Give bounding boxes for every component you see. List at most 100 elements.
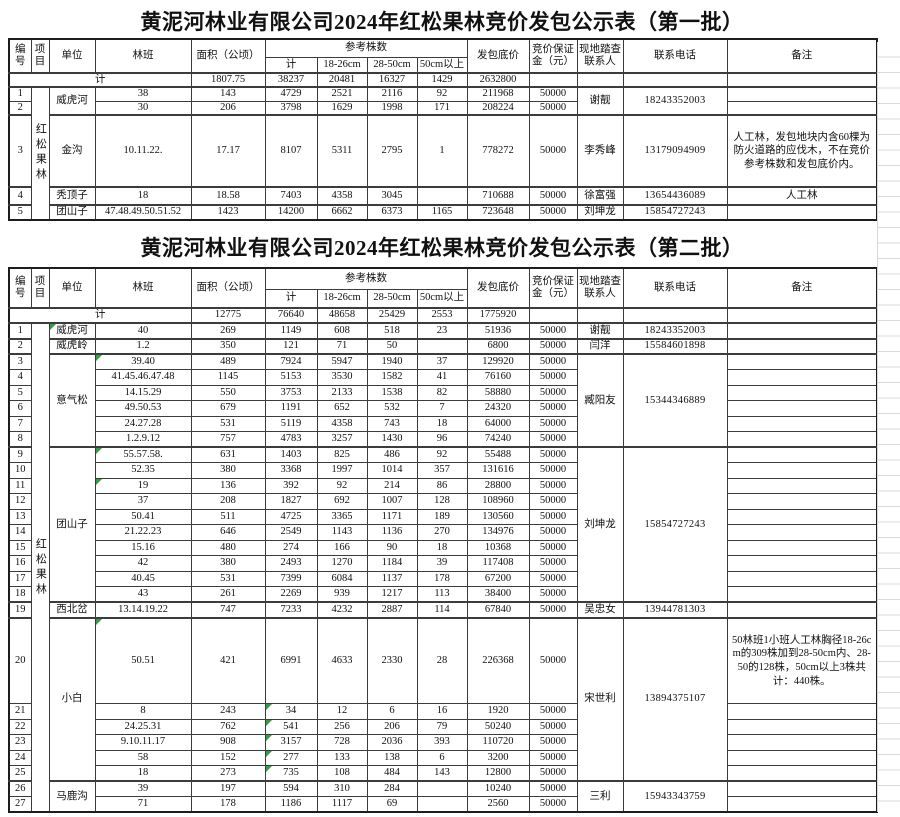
cell-base-price: 67840 (466, 601, 530, 619)
cell-count-18-26: 4358 (316, 186, 368, 206)
cell-count-18-26: 692 (316, 493, 368, 510)
cell-count-18-26: 728 (316, 734, 368, 751)
cell-count-28-50: 1137 (366, 570, 418, 588)
cell-count-18-26: 6084 (316, 570, 368, 588)
cell-no: 2 (8, 100, 32, 116)
cell-count-28-50: 1582 (366, 369, 418, 386)
cell-count-28-50: 214 (366, 477, 418, 495)
cell-count-28-50: 518 (366, 322, 418, 340)
cell-remark (726, 539, 878, 557)
cell-count-18-26: 939 (316, 586, 368, 603)
cell-no: 25 (8, 765, 32, 782)
cell-count-18-26: 108 (316, 765, 368, 782)
cell-forest-class: 21.22.23 (94, 524, 192, 541)
cell-area: 550 (190, 384, 266, 402)
header-remark: 备注 (726, 38, 878, 74)
cell-count-total: 5153 (264, 369, 318, 386)
cell-count-total: 14200 (264, 203, 318, 221)
cell-base-price: 710688 (466, 186, 530, 206)
cell-count-18-26: 4358 (316, 415, 368, 433)
cell-count-50plus: 96 (416, 431, 468, 448)
cell-forest-class: 71 (94, 796, 192, 813)
cell-phone: 13179094909 (622, 114, 728, 188)
cell-count-50plus: 18 (416, 539, 468, 557)
cell-area: 531 (190, 570, 266, 588)
cell-remark (726, 749, 878, 767)
cell-no: 7 (8, 415, 32, 433)
cell-remark (726, 493, 878, 510)
cell-count-50plus: 37 (416, 353, 468, 371)
cell-base-price: 778272 (466, 114, 530, 188)
cell-deposit: 50000 (528, 780, 578, 798)
cell-remark (726, 415, 878, 433)
cell-no: 9 (8, 446, 32, 464)
batch2-table: 编号 项目 单位 林班 面积（公顷） 参考株数 发包底价 竞价保证金（元） 现地踏查联系人 联系电… (8, 266, 878, 814)
cell-project: 红松果林 (30, 86, 50, 221)
header-ref-count-group: 参考株数 (264, 38, 468, 58)
cell-phone: 15584601898 (622, 337, 728, 355)
cell-base-price: 108960 (466, 493, 530, 510)
green-flag-icon (96, 619, 102, 625)
cell-forest-class: 1.2 (94, 337, 192, 355)
cell-count-18-26: 1997 (316, 462, 368, 479)
cell-base-price: 10240 (466, 780, 530, 798)
cell-no: 11 (8, 477, 32, 495)
cell-contact: 谢靓 (576, 86, 624, 116)
header-phone: 联系电话 (622, 38, 728, 74)
cell-count-50plus: 171 (416, 100, 468, 116)
cell-count-total: 5119 (264, 415, 318, 433)
cell-count-28-50: 486 (366, 446, 418, 464)
green-flag-icon (266, 735, 272, 742)
cell-phone: 13894375107 (622, 616, 728, 782)
cell-base-price: 64000 (466, 415, 530, 433)
cell-area: 261 (190, 586, 266, 603)
cell-count-18-26: 608 (316, 322, 368, 340)
cell-deposit: 50000 (528, 570, 578, 588)
batch1-table: 编号 项目 单位 林班 面积（公顷） 参考株数 发包底价 竞价保证金（元） 现地踏查联系人 联系电… (8, 38, 878, 221)
cell-deposit: 50000 (528, 337, 578, 355)
cell-base-price: 1920 (466, 703, 530, 720)
cell-count-50plus: 41 (416, 369, 468, 386)
cell-no: 20 (8, 616, 32, 705)
green-flag-icon (96, 479, 102, 485)
cell-forest-class: 1.2.9.12 (94, 431, 192, 448)
cell-count-total: 7233 (264, 601, 318, 619)
cell-area: 631 (190, 446, 266, 464)
cell-deposit: 50000 (528, 353, 578, 371)
cell-deposit: 50000 (528, 431, 578, 448)
cell-area: 269 (190, 322, 266, 340)
cell-unit: 小白 (48, 616, 96, 782)
total-contact (576, 306, 624, 325)
total-count: 38237 (264, 71, 318, 89)
cell-count-18-26: 6662 (316, 203, 368, 221)
cell-count-total: 4783 (264, 431, 318, 448)
cell-remark (726, 384, 878, 402)
cell-count-18-26: 2133 (316, 384, 368, 402)
cell-count-50plus: 79 (416, 718, 468, 736)
total-row-label: 计 (8, 306, 192, 325)
cell-forest-class: 42 (94, 555, 192, 572)
cell-area: 273 (190, 765, 266, 782)
cell-no: 6 (8, 400, 32, 417)
cell-project: 红松果林 (30, 322, 50, 813)
cell-area: 380 (190, 555, 266, 572)
cell-count-28-50: 2036 (366, 734, 418, 751)
cell-no: 24 (8, 749, 32, 767)
cell-no: 4 (8, 186, 32, 206)
header-contact: 现地踏查联系人 (576, 38, 624, 74)
cell-count-50plus: 270 (416, 524, 468, 541)
cell-forest-class: 30 (94, 100, 192, 116)
header-base-price: 发包底价 (466, 267, 530, 309)
cell-no: 22 (8, 718, 32, 736)
header-remark: 备注 (726, 267, 878, 309)
cell-count-50plus: 82 (416, 384, 468, 402)
cell-deposit: 50000 (528, 203, 578, 221)
cell-no: 12 (8, 493, 32, 510)
cell-base-price: 51936 (466, 322, 530, 340)
cell-deposit: 50000 (528, 322, 578, 340)
cell-remark (726, 353, 878, 371)
green-flag-icon (266, 720, 272, 726)
cell-no: 4 (8, 369, 32, 386)
cell-count-28-50: 90 (366, 539, 418, 557)
green-flag-icon (266, 766, 272, 773)
